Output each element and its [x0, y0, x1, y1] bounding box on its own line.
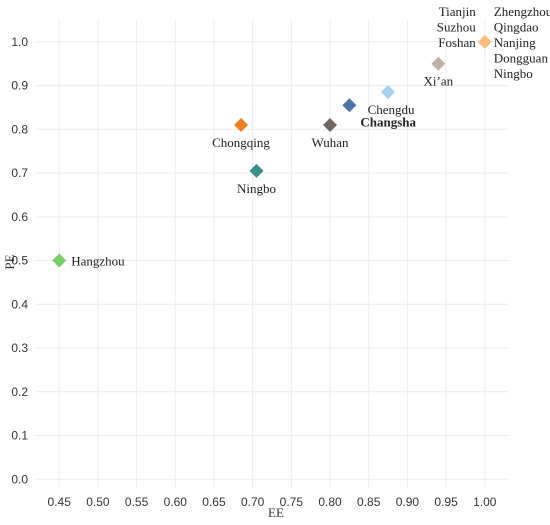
y-tick-label: 1.0 — [11, 35, 28, 49]
point-label: Zhengzhou — [494, 4, 550, 19]
y-tick-label: 0.4 — [11, 297, 28, 311]
y-tick-label: 0.6 — [11, 210, 28, 224]
x-tick-label: 0.70 — [241, 495, 265, 509]
point-label: Hangzhou — [71, 254, 125, 269]
x-tick-label: 0.90 — [396, 495, 420, 509]
data-point — [323, 117, 338, 132]
x-tick-label: 0.75 — [280, 495, 304, 509]
x-tick-labels: 0.45 0.50 0.55 0.60 0.65 0.70 0.75 0.80 0.85 0.90… — [48, 495, 497, 509]
data-point — [381, 85, 396, 100]
y-tick-label: 0.3 — [11, 341, 28, 355]
y-tick-label: 0.5 — [11, 254, 28, 268]
x-axis-label: EE — [268, 505, 284, 520]
data-point — [431, 56, 446, 71]
y-tick-label: 0.8 — [11, 122, 28, 136]
x-tick-label: 0.50 — [86, 495, 110, 509]
point-label: Qingdao — [494, 19, 539, 34]
grid — [36, 20, 508, 488]
x-tick-label: 0.95 — [434, 495, 458, 509]
point-label: Suzhou — [437, 19, 477, 34]
y-axis-label: PE — [2, 254, 17, 269]
y-tick-label: 0.1 — [11, 429, 28, 443]
y-tick-label: 0.7 — [11, 166, 28, 180]
point-label: Chengdu — [368, 102, 415, 117]
y-tick-labels: 0.0 0.1 0.2 0.3 0.4 0.5 0.6 0.7 0.8 0.9 1.0 — [11, 35, 28, 486]
data-point — [249, 163, 264, 178]
point-label: Changsha — [360, 114, 416, 129]
point-label: Nanjing — [494, 35, 536, 50]
data-labels: Hangzhou Chongqing Ningbo Wuhan ChangshaChen… — [71, 4, 550, 269]
point-label: Ningbo — [494, 66, 533, 81]
x-tick-label: 0.80 — [318, 495, 342, 509]
data-points — [52, 34, 492, 268]
data-point — [52, 253, 67, 268]
point-label: Foshan — [438, 35, 476, 50]
x-tick-label: 0.55 — [125, 495, 149, 509]
point-label: Tianjin — [439, 4, 477, 19]
point-label: Ningbo — [237, 181, 276, 196]
x-tick-label: 0.60 — [164, 495, 188, 509]
data-point — [234, 117, 249, 132]
y-tick-label: 0.0 — [11, 472, 28, 486]
point-label: Xi’an — [424, 74, 454, 89]
point-label: Chongqing — [212, 135, 270, 150]
y-tick-label: 0.2 — [11, 385, 28, 399]
point-label: Dongguan — [494, 50, 549, 65]
point-label: Wuhan — [312, 135, 350, 150]
data-point — [477, 34, 492, 49]
data-point — [342, 98, 357, 113]
x-tick-label: 0.85 — [357, 495, 381, 509]
x-tick-label: 0.65 — [202, 495, 226, 509]
y-tick-label: 0.9 — [11, 79, 28, 93]
x-tick-label: 1.00 — [473, 495, 497, 509]
x-tick-label: 0.45 — [48, 495, 72, 509]
